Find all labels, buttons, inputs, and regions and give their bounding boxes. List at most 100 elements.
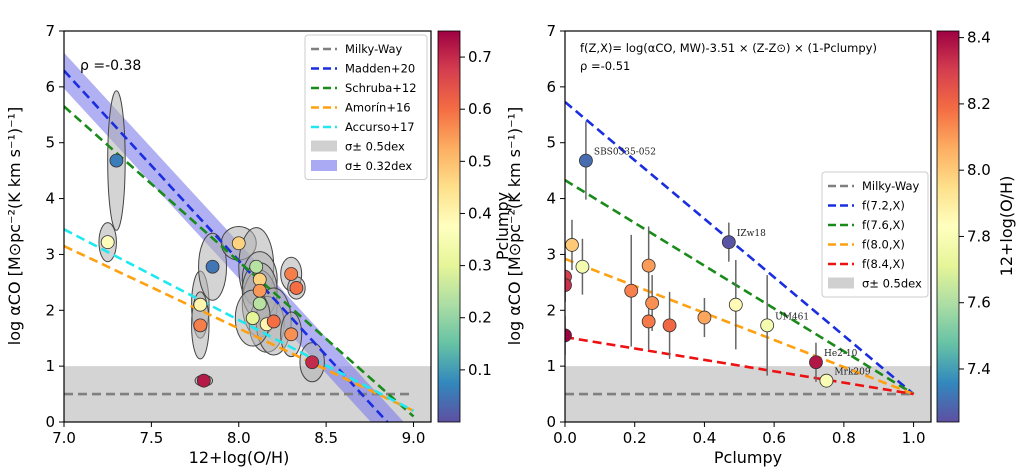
legend-label: Schruba+12 <box>345 81 417 95</box>
data-point <box>760 318 775 333</box>
line-f-8-4-x- <box>565 335 914 396</box>
data-point <box>624 283 639 298</box>
data-point <box>252 296 267 311</box>
y-tick-label: 4 <box>546 190 556 208</box>
x-tick-label: 1.0 <box>902 429 926 447</box>
point-label: SBS0335-052 <box>594 148 656 158</box>
legend-label: f(8.4,X) <box>862 257 905 271</box>
x-tick-label: 8.5 <box>314 429 338 447</box>
colorbar-tick-label: 0.7 <box>468 48 492 66</box>
left-y-axis-label: log αCO [M⊙pc⁻²(K km s⁻¹)⁻¹] <box>5 107 24 345</box>
colorbar-tick-label: 8.2 <box>967 95 991 113</box>
colorbar-tick-label: 7.6 <box>967 294 991 312</box>
left-colorbar-label: Pclumpy <box>493 192 512 260</box>
legend-swatch <box>311 160 337 171</box>
data-point <box>100 235 115 250</box>
x-tick-label: 0.8 <box>832 429 856 447</box>
line-madden-20 <box>64 69 389 422</box>
y-tick-label: 3 <box>546 245 556 263</box>
y-tick-label: 7 <box>45 22 55 40</box>
data-point <box>728 297 743 312</box>
legend-label: f(7.6,X) <box>862 218 905 232</box>
colorbar-tick-label: 0.3 <box>468 257 492 275</box>
data-point <box>193 318 208 333</box>
right-y-axis-label: log αCO [M⊙pc⁻²(K km s⁻¹)⁻¹] <box>505 107 524 345</box>
colorbar-tick-label: 0.4 <box>468 204 492 222</box>
left-x-axis-label: 12+log(O/H) <box>189 448 290 467</box>
colorbar-tick-label: 0.2 <box>468 309 492 327</box>
left-legend: Milky-Way Madden+20 Schruba+12 Amorín+16 Acc… <box>304 34 428 180</box>
legend-label: Milky-Way <box>862 179 920 193</box>
y-tick-label: 5 <box>546 134 556 152</box>
data-point <box>305 355 320 370</box>
right-ticks: 0.0 0.2 0.4 0.6 0.8 1.0 0 1 2 3 4 5 6 7 <box>546 22 925 447</box>
legend-box <box>821 171 929 298</box>
data-point <box>575 259 590 274</box>
data-point <box>252 283 267 298</box>
line-f-7-2-x- <box>565 100 915 396</box>
right-colorbar-ticks: 7.4 7.6 7.8 8.0 8.2 8.4 <box>959 29 991 378</box>
left-colorbar <box>437 30 461 423</box>
legend-label: f(7.2,X) <box>862 199 905 213</box>
right-formula-annotation: f(Z,X)= log(αCO, MW)-3.51 × (Z-Z⊙) × (1-… <box>580 41 877 55</box>
colorbar-tick-label: 7.8 <box>967 227 991 245</box>
left-panel: 7.0 7.5 8.0 8.5 9.0 0 1 2 3 4 5 6 7 12+log(O/H) log … <box>5 22 512 467</box>
legend-label: σ± 0.5dex <box>862 277 922 291</box>
y-tick-label: 7 <box>546 22 556 40</box>
point-label: Mrk209 <box>834 368 870 378</box>
left-correlation-annotation: ρ =-0.38 <box>80 58 141 74</box>
left-ticks: 7.0 7.5 8.0 8.5 9.0 0 1 2 3 4 5 6 7 <box>45 22 425 447</box>
data-point <box>109 153 124 168</box>
data-point <box>284 327 299 342</box>
data-point <box>245 311 260 326</box>
point-label: IZw18 <box>737 229 766 239</box>
y-tick-label: 1 <box>546 357 556 375</box>
colorbar-tick-label: 0.6 <box>468 100 492 118</box>
right-panel: SBS0335-052 IZw18 UM461 He2-10 Mrk209 0.0 0.2… <box>505 22 1016 467</box>
y-tick-label: 3 <box>45 245 55 263</box>
y-tick-label: 1 <box>45 357 55 375</box>
data-point <box>565 278 572 293</box>
data-point <box>249 259 264 274</box>
y-tick-label: 0 <box>546 413 556 431</box>
y-tick-label: 4 <box>45 190 55 208</box>
right-colorbar-label: 12+log(O/H) <box>997 176 1016 277</box>
data-point <box>289 281 304 295</box>
left-plot-area <box>64 52 431 422</box>
right-correlation-annotation: ρ =-0.51 <box>580 59 630 73</box>
x-tick-label: 7.5 <box>139 429 163 447</box>
x-tick-label: 0.2 <box>623 429 647 447</box>
y-tick-label: 5 <box>45 134 55 152</box>
legend-swatch <box>311 140 337 152</box>
right-legend: Milky-Way f(7.2,X) f(7.6,X) f(8.0,X) f(8.4,X… <box>821 171 929 298</box>
y-tick-label: 2 <box>45 301 55 319</box>
legend-label: Accurso+17 <box>345 120 415 134</box>
colorbar-tick-label: 8.4 <box>967 29 991 47</box>
data-point <box>641 314 656 329</box>
x-tick-label: 8.0 <box>227 429 251 447</box>
colorbar-tick-label: 7.4 <box>967 360 991 378</box>
data-point <box>565 328 572 343</box>
x-tick-label: 9.0 <box>402 429 426 447</box>
colorbar-tick-label: 0.5 <box>468 152 492 170</box>
line-f-8-0-x- <box>565 257 915 396</box>
data-point <box>579 153 593 168</box>
x-tick-label: 0.6 <box>762 429 786 447</box>
legend-label: Amorín+16 <box>345 101 411 115</box>
data-point <box>645 296 660 310</box>
line-amor-n-16 <box>64 244 415 413</box>
point-label: UM461 <box>775 312 809 322</box>
y-tick-label: 0 <box>45 413 55 431</box>
data-point <box>284 267 299 281</box>
colorbar-tick-label: 0.1 <box>468 361 492 379</box>
data-point <box>641 258 656 273</box>
right-plot-area: SBS0335-052 IZw18 UM461 He2-10 Mrk209 <box>565 100 931 422</box>
data-point <box>193 297 208 312</box>
data-point <box>205 259 220 274</box>
line-accurso-17 <box>64 228 415 412</box>
data-point <box>697 310 712 325</box>
y-tick-label: 2 <box>546 301 556 319</box>
line-f-7-6-x- <box>565 179 915 396</box>
legend-label: Milky-Way <box>345 42 403 56</box>
data-point <box>662 318 677 333</box>
